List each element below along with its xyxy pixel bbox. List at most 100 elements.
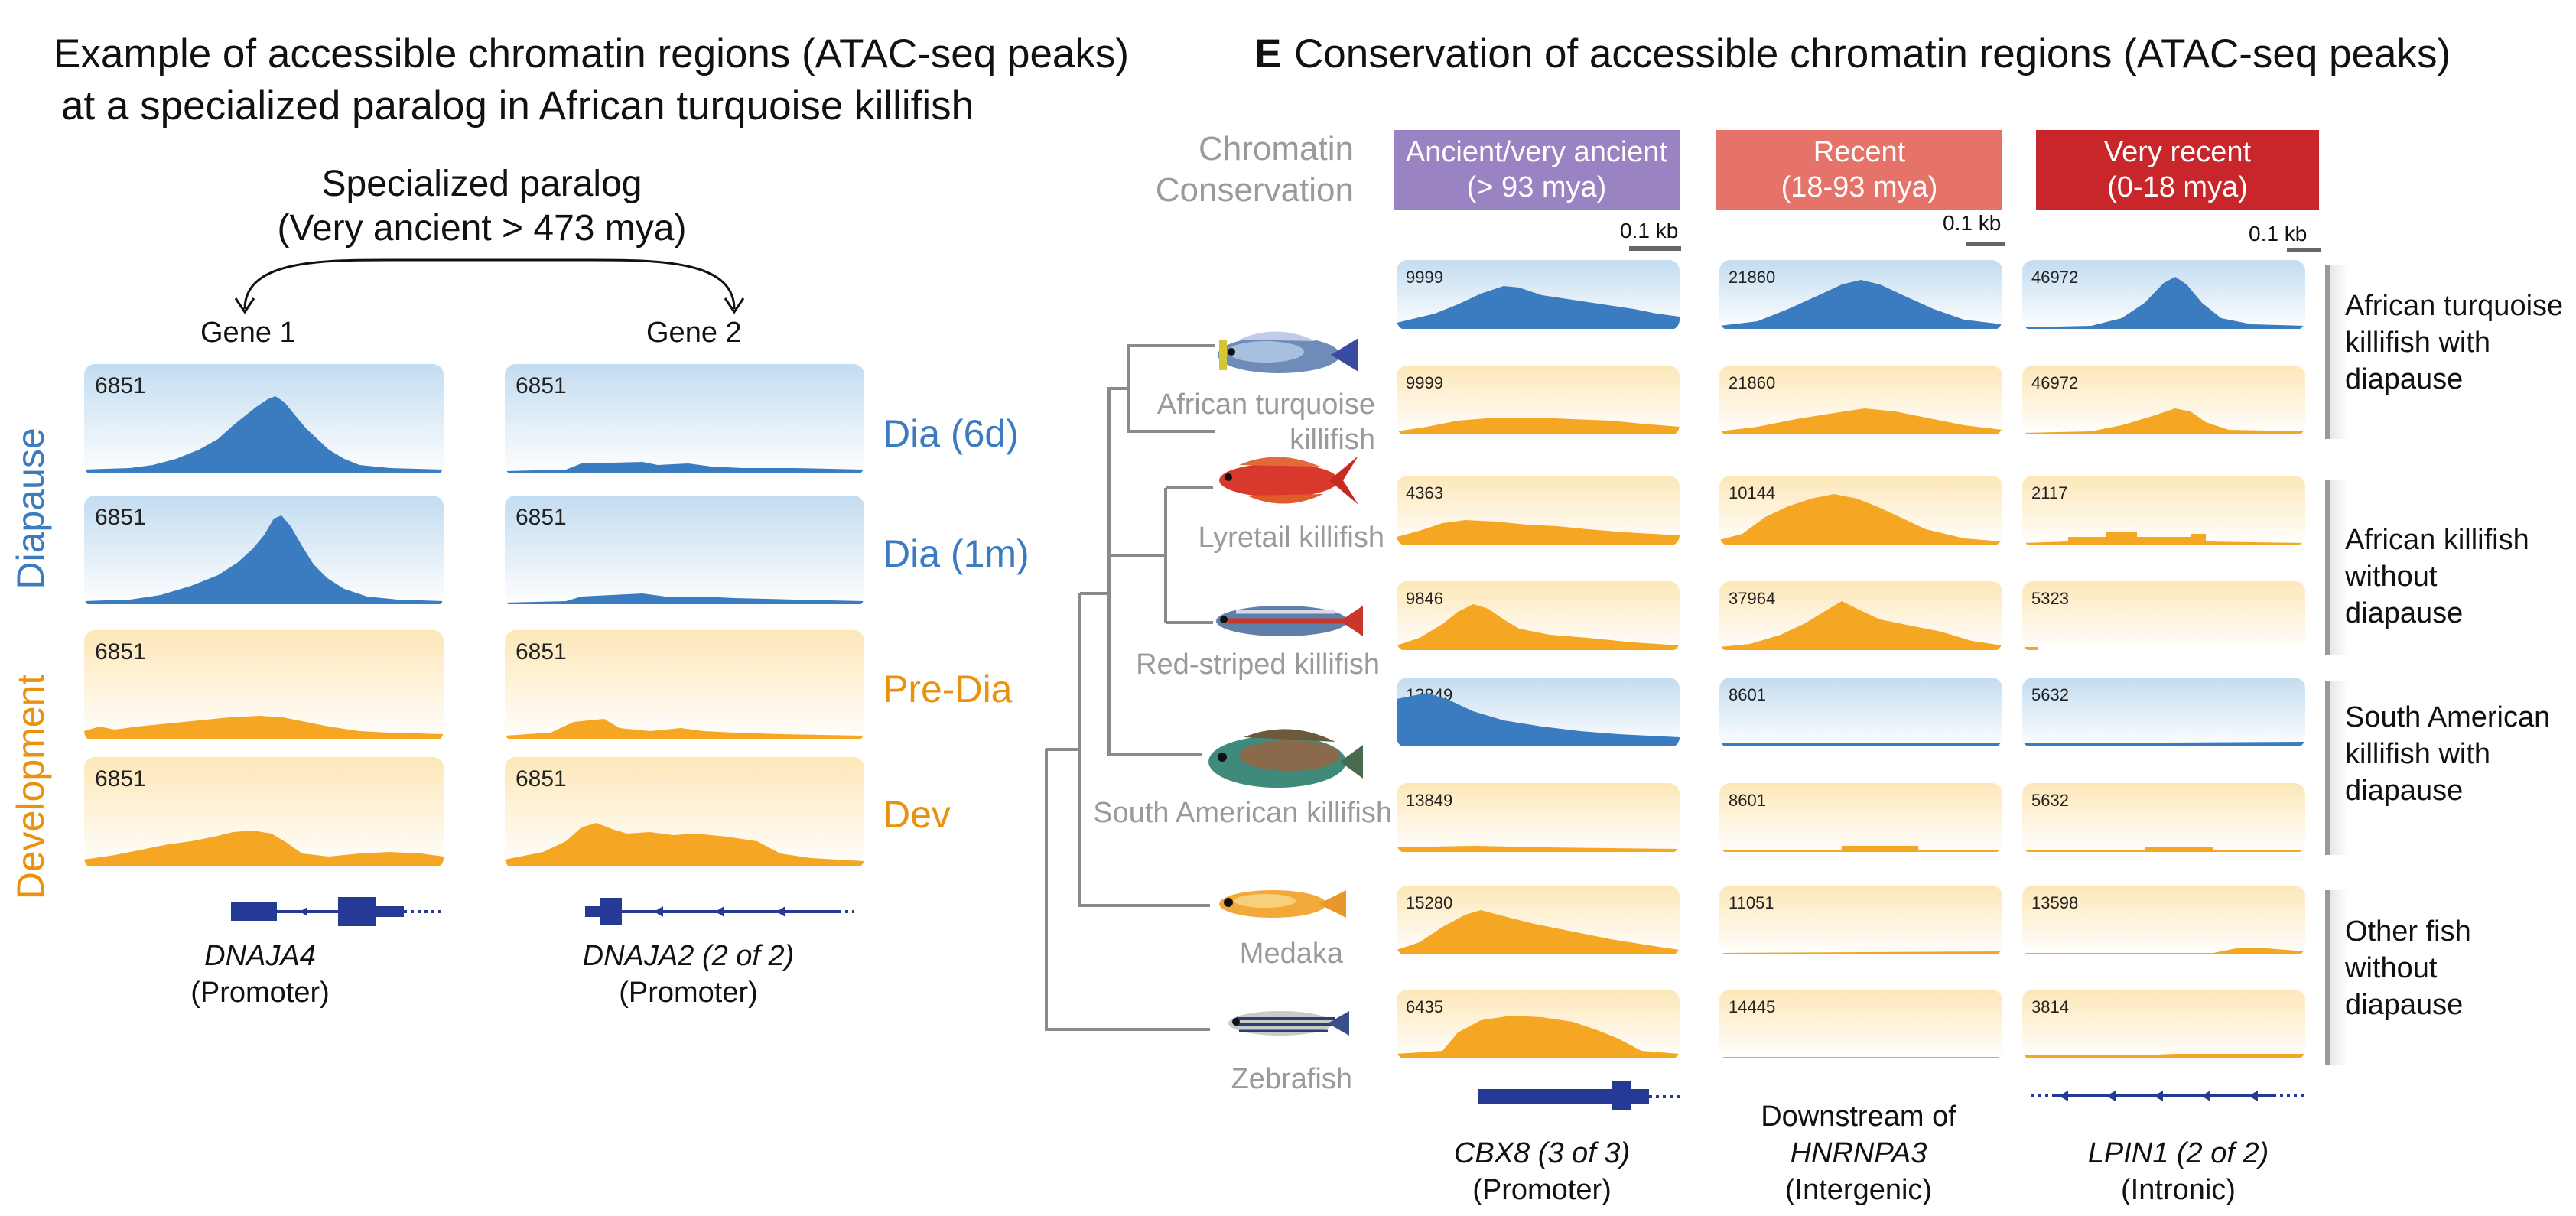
gene-region: (Intronic) bbox=[2121, 1174, 2236, 1206]
condition-dia1m: Dia (1m) bbox=[883, 532, 1029, 575]
peak-signal bbox=[2022, 847, 2305, 852]
development-group-text: Development bbox=[9, 674, 52, 900]
group-line2: without bbox=[2345, 952, 2438, 984]
track-value: 37964 bbox=[1729, 589, 1776, 608]
gene2-label: Gene 2 bbox=[646, 317, 742, 349]
track-gene1-dia1m: 6851 bbox=[84, 496, 444, 607]
track-value: 21860 bbox=[1729, 268, 1776, 287]
species-red-striped: Red-striped killifish bbox=[1136, 649, 1380, 681]
panel-e-letter: E bbox=[1254, 31, 1282, 76]
group-line1: African killifish bbox=[2345, 524, 2529, 556]
gene-name: DNAJA4 bbox=[204, 940, 316, 972]
peak-signal bbox=[505, 823, 864, 866]
track-value: 14445 bbox=[1729, 997, 1776, 1016]
peak-signal bbox=[1397, 693, 1680, 746]
species-african-turquoise: African turquoise killifish bbox=[1071, 387, 1375, 457]
group-line3: diapause bbox=[2345, 775, 2464, 807]
gene-region: (Promoter) bbox=[1472, 1174, 1612, 1206]
gene-region: (Promoter) bbox=[619, 977, 758, 1009]
peak-signal bbox=[1397, 1016, 1680, 1058]
peak-signal bbox=[2022, 647, 2305, 650]
south-american-killifish-image bbox=[1208, 729, 1363, 788]
header-very-recent: Very recent (0-18 mya) bbox=[2036, 130, 2319, 210]
header-ancient: Ancient/very ancient (> 93 mya) bbox=[1394, 130, 1680, 210]
chromatin-label-line1: Chromatin bbox=[1199, 130, 1354, 167]
track-e-r5-c2: 5632 bbox=[2022, 783, 2305, 853]
track-value: 46972 bbox=[2031, 268, 2079, 287]
header-line1: Recent bbox=[1813, 136, 1906, 168]
species-zebrafish: Zebrafish bbox=[1231, 1063, 1352, 1095]
peak-signal bbox=[1719, 1057, 2002, 1058]
track-e-r0-c0: 9999 bbox=[1397, 260, 1680, 330]
track-value: 21860 bbox=[1729, 373, 1776, 392]
track-value: 4363 bbox=[1406, 483, 1443, 502]
track-e-r3-c1: 37964 bbox=[1719, 581, 2002, 652]
track-gene1-dev: 6851 bbox=[84, 757, 444, 869]
diapause-group-text: Diapause bbox=[9, 428, 52, 590]
gene1-label: Gene 1 bbox=[200, 317, 296, 349]
track-scale: 6851 bbox=[95, 505, 146, 530]
species-lyretail: Lyretail killifish bbox=[1198, 522, 1384, 554]
peak-signal bbox=[1719, 743, 2002, 746]
header-line1: Ancient/very ancient bbox=[1405, 136, 1668, 168]
group-label-turquoise-diapause: African turquoise killifish with diapaus… bbox=[2345, 288, 2563, 398]
track-e-r2-c0: 4363 bbox=[1397, 476, 1680, 546]
scalebar-label: 0.1 kb bbox=[1620, 219, 1679, 242]
group-line1: South American bbox=[2345, 701, 2551, 733]
gene-prefix: Downstream of bbox=[1761, 1101, 1956, 1133]
header-line1: Very recent bbox=[2103, 136, 2252, 168]
phylogenetic-tree bbox=[1045, 344, 1215, 1031]
gene-model-cbx8 bbox=[1478, 1081, 1680, 1110]
panel-d-title-line2: at a specialized paralog in African turq… bbox=[61, 83, 974, 128]
peak-signal bbox=[2022, 408, 2305, 434]
track-scale: 6851 bbox=[516, 639, 567, 665]
peak-signal bbox=[2022, 742, 2305, 746]
species-line2: killifish bbox=[1290, 424, 1375, 456]
track-e-r6-c1: 11051 bbox=[1719, 886, 2002, 956]
group-line3: diapause bbox=[2345, 597, 2464, 629]
group-line2: killifish with bbox=[2345, 738, 2491, 770]
red-striped-killifish-image bbox=[1216, 606, 1363, 636]
header-line2: (> 93 mya) bbox=[1466, 171, 1607, 203]
peak-signal bbox=[1397, 418, 1680, 434]
panel-d-title-line1: Example of accessible chromatin regions … bbox=[54, 31, 1130, 76]
gene-name: DNAJA2 (2 of 2) bbox=[582, 940, 795, 972]
track-value: 5632 bbox=[2031, 685, 2069, 704]
gene-label-hnrnpa3: Downstream of HNRNPA3 (Intergenic) bbox=[1706, 1098, 2012, 1208]
group-bar bbox=[2325, 681, 2348, 855]
track-value: 5632 bbox=[2031, 791, 2069, 810]
gene-name: CBX8 (3 of 3) bbox=[1453, 1137, 1631, 1169]
medaka-image bbox=[1219, 890, 1346, 918]
track-e-r0-c2: 46972 bbox=[2022, 260, 2305, 330]
paralog-label-line1: Specialized paralog bbox=[321, 164, 642, 204]
chromatin-label-line2: Conservation bbox=[1155, 171, 1354, 209]
track-value: 46972 bbox=[2031, 373, 2079, 392]
peak-signal bbox=[84, 716, 444, 739]
peak-signal bbox=[1397, 846, 1680, 852]
track-e-r4-c2: 5632 bbox=[2022, 678, 2305, 748]
gene-label-cbx8: CBX8 (3 of 3) (Promoter) bbox=[1389, 1135, 1695, 1208]
chromatin-conservation-label: Chromatin Conservation bbox=[1117, 128, 1354, 211]
track-scale: 6851 bbox=[516, 766, 567, 792]
condition-predia: Pre-Dia bbox=[883, 668, 1013, 710]
species-medaka: Medaka bbox=[1239, 938, 1343, 970]
peak-signal bbox=[84, 831, 444, 866]
peak-signal bbox=[1397, 604, 1680, 650]
gene-region: (Promoter) bbox=[190, 977, 330, 1009]
track-value: 15280 bbox=[1406, 893, 1453, 912]
peak-signal bbox=[1719, 601, 2002, 650]
paralog-label-line2: (Very ancient > 473 mya) bbox=[277, 208, 687, 249]
zebrafish-image bbox=[1228, 1011, 1349, 1036]
gene-name: HNRNPA3 bbox=[1790, 1137, 1927, 1169]
track-gene1-predia: 6851 bbox=[84, 630, 444, 742]
group-label-other-fish: Other fish without diapause bbox=[2345, 913, 2471, 1023]
scalebar-label: 0.1 kb bbox=[2249, 222, 2308, 245]
gene-model-dnaja4 bbox=[231, 897, 444, 926]
track-e-r6-c2: 13598 bbox=[2022, 886, 2305, 956]
paralog-bracket-arrows bbox=[234, 258, 745, 314]
track-e-r6-c0: 15280 bbox=[1397, 886, 1680, 956]
track-e-r4-c1: 8601 bbox=[1719, 678, 2002, 748]
track-e-r7-c1: 14445 bbox=[1719, 990, 2002, 1060]
lyretail-killifish-image bbox=[1219, 456, 1358, 505]
track-e-r7-c2: 3814 bbox=[2022, 990, 2305, 1060]
